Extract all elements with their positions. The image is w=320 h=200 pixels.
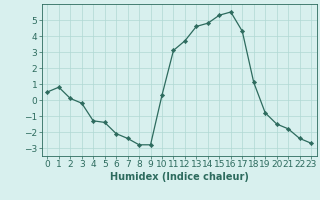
X-axis label: Humidex (Indice chaleur): Humidex (Indice chaleur) xyxy=(110,172,249,182)
